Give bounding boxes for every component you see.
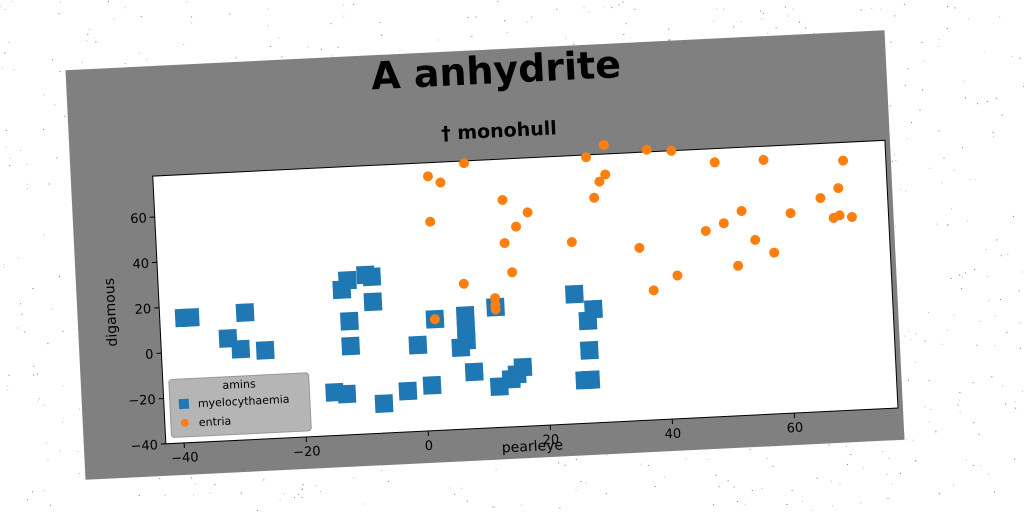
data-point-entria	[589, 192, 600, 203]
data-point-entria	[834, 210, 845, 221]
data-point-entria	[666, 145, 677, 156]
data-point-entria	[709, 157, 720, 168]
chart-figure: A anhydrite † monohull −40 −20 0 20 40 60 −40…	[65, 30, 905, 480]
data-point-myelocythaemia	[362, 267, 382, 287]
plot-area	[152, 139, 899, 445]
data-point-entria	[838, 155, 849, 166]
data-point-myelocythaemia	[341, 336, 361, 356]
data-point-entria	[422, 171, 433, 182]
data-point-myelocythaemia	[575, 370, 595, 390]
data-point-entria	[833, 183, 844, 194]
data-point-entria	[785, 208, 796, 219]
data-point-entria	[769, 247, 780, 258]
x-tick-label: 60	[786, 421, 803, 437]
data-point-entria	[497, 194, 508, 205]
y-axis: −40 −20 0 20 40 60	[128, 211, 166, 455]
data-point-myelocythaemia	[464, 362, 484, 382]
data-point-myelocythaemia	[408, 335, 428, 355]
x-tick-label: −20	[293, 444, 321, 460]
chart-subtitle: † monohull	[441, 117, 558, 145]
legend-box	[168, 372, 312, 438]
legend-entry-label: myelocythaemia	[198, 393, 290, 410]
data-point-entria	[634, 242, 645, 253]
data-point-entria	[425, 216, 436, 227]
legend-marker-square	[178, 398, 190, 410]
data-point-entria	[459, 158, 470, 169]
data-point-entria	[566, 237, 577, 248]
data-point-entria	[581, 152, 592, 163]
x-tick-label: −40	[171, 450, 199, 466]
data-point-myelocythaemia	[363, 292, 383, 312]
y-tick-label: 60	[130, 211, 147, 227]
data-point-entria	[458, 278, 469, 289]
data-point-entria	[718, 218, 729, 229]
legend[interactable]: amins myelocythaemia entria	[168, 372, 312, 438]
data-point-myelocythaemia	[422, 375, 442, 395]
x-axis: −40 −20 0 20 40 60	[171, 413, 804, 467]
data-point-entria	[600, 169, 611, 180]
scatter-chart: A anhydrite † monohull −40 −20 0 20 40 60 −40…	[102, 42, 899, 467]
data-point-myelocythaemia	[338, 270, 357, 290]
data-point-myelocythaemia	[513, 357, 533, 377]
data-point-entria	[750, 234, 761, 245]
y-tick-label: 0	[145, 347, 154, 362]
data-point-myelocythaemia	[398, 381, 418, 401]
data-point-entria	[598, 139, 609, 150]
data-point-entria	[641, 144, 652, 155]
data-point-entria	[435, 177, 446, 188]
x-tick-label: 0	[424, 439, 433, 454]
data-point-entria	[522, 207, 533, 218]
data-point-entria	[815, 193, 826, 204]
data-point-entria	[429, 314, 440, 325]
data-point-myelocythaemia	[235, 303, 255, 323]
data-point-myelocythaemia	[457, 330, 476, 350]
data-point-entria	[499, 238, 510, 249]
y-axis-label: digamous	[102, 278, 121, 347]
data-point-entria	[511, 221, 522, 232]
x-tick-label: 40	[664, 427, 681, 443]
y-tick-label: −40	[130, 438, 158, 454]
legend-title: amins	[222, 377, 256, 392]
legend-entry-label: entria	[199, 415, 232, 430]
data-point-entria	[594, 176, 605, 187]
data-point-myelocythaemia	[564, 284, 584, 304]
data-point-myelocythaemia	[374, 394, 394, 414]
data-point-entria	[490, 304, 501, 315]
data-point-myelocythaemia	[455, 306, 475, 325]
data-point-myelocythaemia	[584, 299, 603, 319]
legend-marker-circle	[180, 418, 189, 427]
data-point-myelocythaemia	[339, 311, 359, 331]
data-point-entria	[507, 267, 518, 278]
data-point-entria	[648, 285, 659, 296]
data-marks	[174, 139, 857, 414]
data-point-entria	[672, 270, 683, 281]
x-axis-label: pearleye	[501, 437, 563, 456]
y-tick-label: 40	[132, 257, 149, 273]
data-point-entria	[846, 211, 857, 222]
data-point-entria	[733, 260, 744, 271]
data-point-entria	[758, 154, 769, 165]
data-point-myelocythaemia	[337, 384, 357, 404]
data-point-entria	[736, 206, 747, 217]
x-tick-label: 20	[542, 433, 559, 449]
data-point-entria	[700, 225, 711, 236]
y-tick-label: 20	[134, 302, 151, 318]
data-point-myelocythaemia	[255, 340, 275, 360]
y-tick-label: −20	[128, 393, 156, 409]
data-point-myelocythaemia	[231, 339, 251, 359]
data-point-myelocythaemia	[180, 308, 200, 327]
data-point-myelocythaemia	[579, 340, 599, 360]
